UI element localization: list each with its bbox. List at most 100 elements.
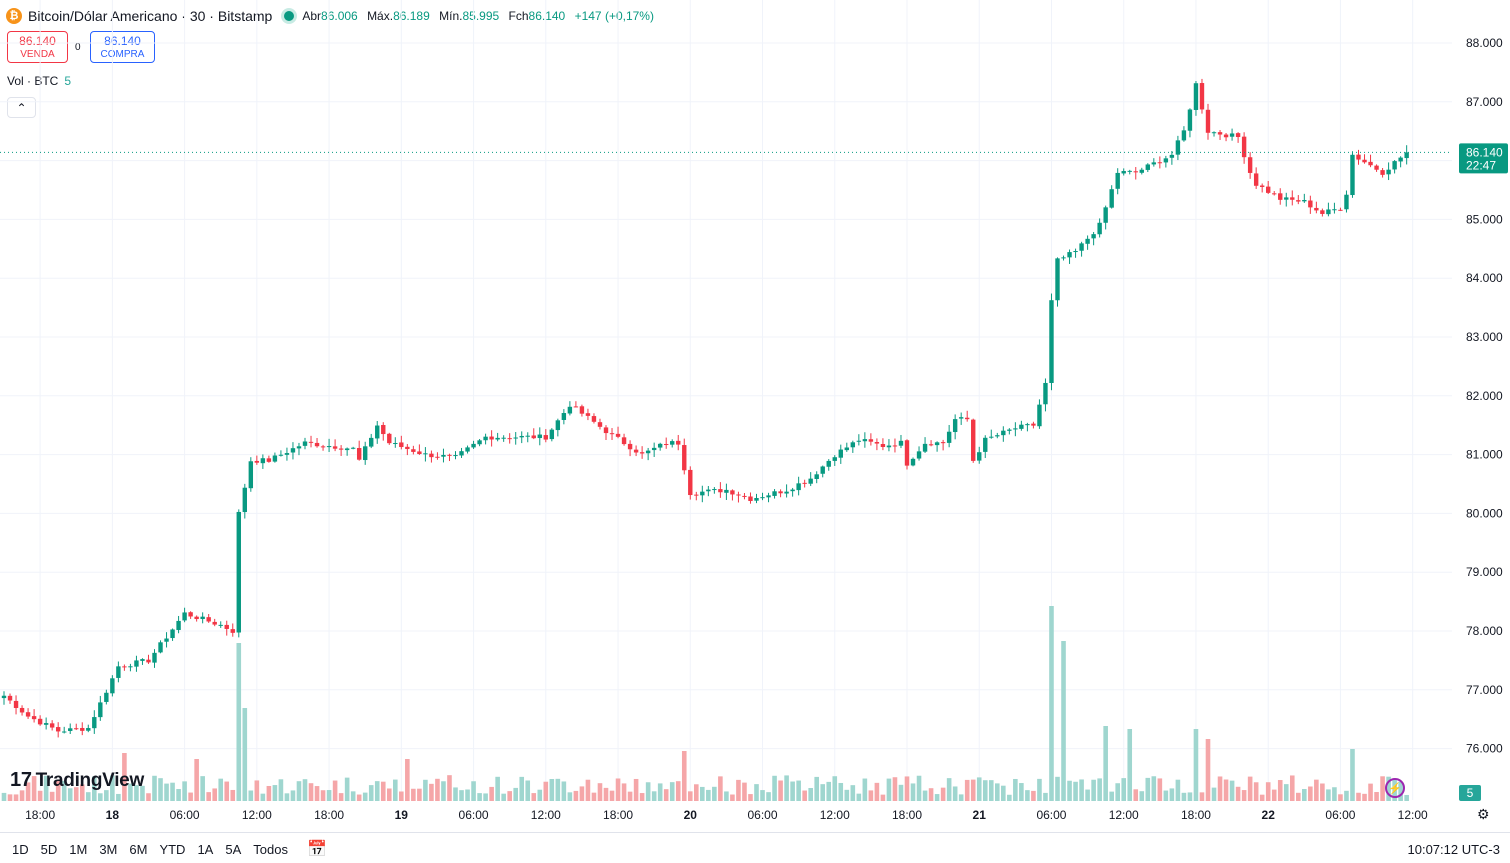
volume-bar <box>423 779 428 801</box>
volume-bar <box>995 783 1000 801</box>
candle-body <box>459 451 464 456</box>
range-selector: 1D 5D 1M 3M 6M YTD 1A 5A Todos <box>12 842 300 857</box>
range-button-5a[interactable]: 5A <box>225 842 242 857</box>
range-button-ytd[interactable]: YTD <box>159 842 186 857</box>
candle-body <box>308 441 314 443</box>
volume-bar <box>1247 776 1253 801</box>
range-button-5d[interactable]: 5D <box>40 842 58 857</box>
volume-legend[interactable]: Vol · BTC 5 <box>7 74 72 88</box>
volume-bar <box>302 779 308 801</box>
price-chart[interactable]: 88.00087.00086.00085.00084.00083.00082.0… <box>0 0 1510 832</box>
gear-icon[interactable]: ⚙ <box>1477 806 1490 822</box>
range-button-1d[interactable]: 1D <box>12 842 29 857</box>
volume-bar <box>567 792 573 801</box>
volume-bar <box>543 781 549 801</box>
candle-body <box>802 482 807 484</box>
candle-body <box>664 444 669 446</box>
price-change: +147 (+0,17%) <box>574 9 654 23</box>
price-tick-label: 83.000 <box>1466 330 1503 344</box>
candle-body <box>363 446 368 461</box>
candle-body <box>483 436 488 441</box>
time-tick-label: 12:00 <box>531 808 561 822</box>
time-tick-label: 12:00 <box>820 808 850 822</box>
volume-bar <box>1085 789 1090 801</box>
volume-bar <box>1043 792 1048 801</box>
candle-body <box>597 422 603 427</box>
candle-body <box>134 660 139 667</box>
range-button-1a[interactable]: 1A <box>197 842 214 857</box>
candle-body <box>778 491 783 494</box>
symbol-title[interactable]: Bitcoin/Dólar Americano · 30 · Bitstamp <box>28 8 273 24</box>
volume-bar <box>1103 726 1108 801</box>
volume-bar <box>471 781 476 801</box>
candle-body <box>356 448 362 460</box>
volume-bar <box>1235 786 1241 801</box>
candle-body <box>344 448 350 451</box>
calendar-icon[interactable]: 📅 <box>307 841 327 858</box>
volume-bar <box>904 776 910 801</box>
candle-body <box>429 453 434 458</box>
volume-bar <box>766 792 771 801</box>
clock[interactable]: 10:07:12 UTC-3 <box>1407 842 1501 857</box>
range-button-6m[interactable]: 6M <box>129 842 148 857</box>
volume-bar <box>116 793 121 801</box>
candle-body <box>910 458 916 466</box>
lightning-icon[interactable]: ⚡ <box>1385 778 1405 798</box>
market-open-indicator <box>284 11 295 21</box>
candle-body <box>796 483 801 491</box>
volume-bar <box>260 793 266 801</box>
range-button-todos[interactable]: Todos <box>253 842 288 857</box>
volume-bar <box>326 790 332 801</box>
candle-body <box>37 718 43 725</box>
candle-body <box>627 443 633 450</box>
volume-bar <box>248 790 254 801</box>
volume-bar <box>104 790 109 801</box>
candle-body <box>1181 130 1187 141</box>
volume-bar <box>146 793 151 801</box>
candle-body <box>1157 162 1163 164</box>
candle-body <box>1338 209 1343 211</box>
candle-body <box>1121 171 1126 174</box>
candle-body <box>320 446 326 448</box>
chevron-up-icon[interactable]: ⌃ <box>7 97 36 118</box>
candle-body <box>453 455 458 457</box>
range-button-3m[interactable]: 3M <box>99 842 118 857</box>
candle-body <box>790 489 795 492</box>
range-button-1m[interactable]: 1M <box>69 842 88 857</box>
volume-bar <box>170 782 175 801</box>
candle-body <box>706 489 711 492</box>
volume-bar <box>525 780 531 801</box>
volume-bar <box>393 779 398 801</box>
candle-body <box>477 440 482 445</box>
sell-button[interactable]: 86.140 VENDA <box>7 31 68 63</box>
volume-bar <box>1205 739 1211 801</box>
volume-bar <box>230 789 236 801</box>
candle-body <box>1386 169 1391 175</box>
candle-body <box>1290 197 1295 200</box>
volume-bar <box>1259 794 1265 801</box>
candle-body <box>1398 157 1403 162</box>
volume-bar <box>603 787 609 801</box>
buy-button[interactable]: 86.140 COMPRA <box>90 31 155 63</box>
candle-body <box>1217 132 1223 135</box>
volume-bar <box>164 783 169 801</box>
volume-bar <box>1283 784 1289 801</box>
volume-bar <box>1356 792 1361 801</box>
candle-body <box>603 427 609 434</box>
volume-bar <box>832 776 838 801</box>
candle-body <box>983 437 988 452</box>
candle-body <box>670 441 675 445</box>
candle-body <box>176 620 181 630</box>
candle-body <box>1133 171 1138 173</box>
candle-body <box>784 491 789 494</box>
candle-body <box>1025 424 1030 426</box>
volume-bar <box>790 781 795 801</box>
volume-bar <box>194 759 199 801</box>
volume-bar <box>1181 792 1187 801</box>
candle-body <box>615 433 621 437</box>
volume-bar <box>7 794 13 801</box>
candle-body <box>880 443 886 448</box>
candle-body <box>676 440 681 445</box>
volume-bar <box>417 788 422 801</box>
candle-body <box>838 449 843 458</box>
